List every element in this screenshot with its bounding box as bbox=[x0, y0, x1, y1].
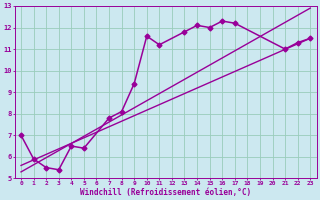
X-axis label: Windchill (Refroidissement éolien,°C): Windchill (Refroidissement éolien,°C) bbox=[80, 188, 251, 197]
